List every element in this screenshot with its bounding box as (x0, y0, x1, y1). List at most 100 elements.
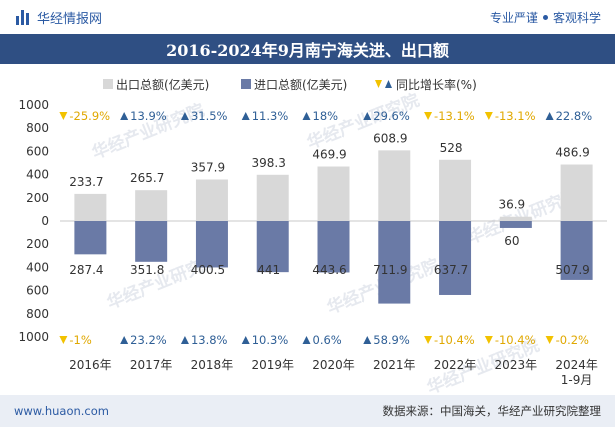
arrow-up-icon (302, 336, 311, 344)
import-value-label: 441 (257, 263, 280, 277)
arrow-down-icon (484, 336, 493, 344)
export-bar (560, 164, 593, 221)
y-tick-label: 400 (26, 260, 49, 274)
export-bar (499, 216, 532, 221)
export-value-label: 608.9 (373, 131, 407, 145)
export-value-label: 398.3 (252, 156, 286, 170)
legend-swatch-export (103, 79, 113, 89)
import-growth-label: 13.8% (191, 333, 228, 347)
x-tick-label: 2016年 (69, 358, 112, 372)
x-tick-label: 2022年 (434, 358, 477, 372)
tagline-right: 客观科学 (552, 10, 601, 25)
export-value-label: 265.7 (130, 171, 164, 185)
import-bar (256, 221, 289, 273)
arrow-up-icon (241, 112, 250, 120)
export-bar (74, 193, 107, 221)
chart-title: 2016-2024年9月南宁海关进、出口额 (0, 34, 615, 64)
export-value-label: 233.7 (69, 175, 103, 189)
export-growth-label: -13.1% (434, 109, 475, 123)
export-bar (378, 150, 411, 221)
import-growth-label: 58.9% (373, 333, 410, 347)
export-value-label: 528 (440, 141, 463, 155)
export-growth-label: 11.3% (252, 109, 289, 123)
import-value-label: 287.4 (69, 263, 103, 277)
import-bar (439, 221, 472, 295)
export-value-label: 36.9 (498, 198, 525, 212)
x-tick-label: 2023年 (495, 358, 538, 372)
import-growth-label: -10.4% (495, 333, 536, 347)
import-value-label: 443.6 (312, 263, 346, 277)
import-value-label: 351.8 (130, 263, 164, 277)
export-growth-label: -25.9% (69, 109, 110, 123)
import-bar (378, 221, 411, 304)
labels: 233.7 287.4 -25.9% -1% 2016年 265.7 351.8 13.9% 2… (59, 109, 598, 387)
import-value-label: 400.5 (191, 263, 225, 277)
arrow-up-icon (120, 112, 129, 120)
legend-arrow-up-icon (385, 80, 392, 88)
import-value-label: 711.9 (373, 263, 407, 277)
arrow-up-icon (180, 112, 189, 120)
export-bar (317, 166, 350, 221)
footer-url[interactable]: www.huaon.com (14, 404, 109, 418)
import-value-label: 507.9 (555, 263, 589, 277)
arrow-up-icon (180, 336, 189, 344)
y-axis: 1000 800 600 400 200 0 200 400 600 800 1000 (18, 98, 607, 344)
footer: www.huaon.com 数据来源：中国海关，华经产业研究院整理 (0, 395, 615, 427)
arrow-up-icon (302, 112, 311, 120)
y-tick-label: 0 (41, 214, 49, 228)
footer-source: 数据来源：中国海关，华经产业研究院整理 (382, 404, 602, 418)
import-bar (74, 221, 107, 255)
top-bar: 华经情报网 专业严谨 客观科学 (0, 0, 615, 34)
chart: 华经产业研究院华经产业研究院华经产业研究院华经产业研究院华经产业研究院华经产业研… (18, 77, 607, 395)
y-tick-label: 1000 (18, 98, 49, 112)
export-growth-label: 13.9% (130, 109, 167, 123)
import-growth-label: -1% (69, 333, 91, 347)
export-bar (256, 174, 289, 221)
x-tick-label: 2017年 (130, 358, 173, 372)
x-tick-label: 2019年 (251, 358, 294, 372)
arrow-down-icon (545, 336, 554, 344)
arrow-down-icon (424, 112, 433, 120)
y-tick-label: 1000 (18, 330, 49, 344)
import-growth-label: 23.2% (130, 333, 167, 347)
y-tick-label: 600 (26, 144, 49, 158)
export-value-label: 486.9 (555, 146, 589, 160)
arrow-down-icon (484, 112, 493, 120)
export-bar (195, 179, 228, 221)
import-bar (135, 221, 168, 262)
import-growth-label: 0.6% (313, 333, 342, 347)
export-growth-label: 29.6% (373, 109, 410, 123)
arrow-up-icon (120, 336, 129, 344)
y-tick-label: 400 (26, 168, 49, 182)
bullet-dot-icon (542, 14, 548, 20)
import-growth-label: -10.4% (434, 333, 475, 347)
import-bar (317, 221, 350, 273)
import-value-label: 637.7 (434, 263, 468, 277)
y-tick-label: 600 (26, 284, 49, 298)
arrow-up-icon (241, 336, 250, 344)
export-growth-label: 22.8% (556, 109, 593, 123)
y-tick-label: 200 (26, 191, 49, 205)
tagline-left: 专业严谨 (489, 10, 538, 25)
legend: 出口总额(亿美元) 进口总额(亿美元) 同比增长率(%) (103, 77, 477, 92)
export-bar (135, 190, 168, 221)
import-growth-label: 10.3% (252, 333, 289, 347)
export-growth-label: -13.1% (495, 109, 536, 123)
brand-name: 华经情报网 (37, 11, 103, 27)
arrow-down-icon (59, 336, 68, 344)
brand: 华经情报网 (16, 8, 102, 27)
x-tick-label: 2024年 (555, 358, 598, 372)
y-tick-label: 800 (26, 121, 49, 135)
legend-label-growth: 同比增长率(%) (396, 77, 477, 92)
y-tick-label: 200 (26, 237, 49, 251)
legend-swatch-import (241, 79, 251, 89)
export-growth-label: 31.5% (191, 109, 228, 123)
export-growth-label: 18% (313, 109, 339, 123)
legend-arrow-down-icon (375, 80, 382, 88)
logo-icon (16, 9, 29, 25)
x-tick-label: 2018年 (191, 358, 234, 372)
import-growth-label: -0.2% (556, 333, 589, 347)
import-value-label: 60 (504, 234, 519, 248)
import-bar (499, 221, 532, 228)
arrow-down-icon (59, 112, 68, 120)
